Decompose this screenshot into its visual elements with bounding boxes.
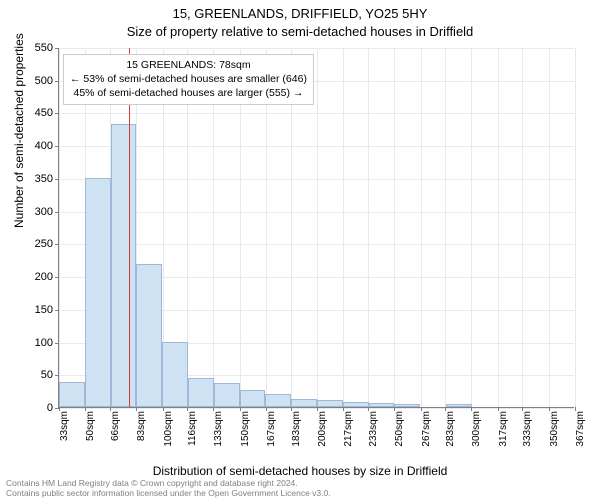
gridline-vertical (368, 48, 369, 407)
gridline-vertical (498, 48, 499, 407)
y-tick-label: 0 (47, 402, 53, 414)
gridline-vertical (394, 48, 395, 407)
histogram-bar (317, 400, 343, 407)
x-tick-label: 267sqm (421, 411, 432, 447)
histogram-bar (446, 404, 472, 407)
histogram-bar (291, 399, 317, 407)
annotation-box: 15 GREENLANDS: 78sqm ← 53% of semi-detac… (63, 54, 314, 105)
x-tick-label: 350sqm (549, 411, 560, 447)
x-tick-label: 317sqm (498, 411, 509, 447)
x-tick-label: 367sqm (575, 411, 586, 447)
y-tick-label: 50 (41, 369, 53, 381)
histogram-bar (162, 342, 188, 407)
y-tick-label: 150 (35, 304, 53, 316)
gridline-vertical (343, 48, 344, 407)
x-tick-label: 183sqm (291, 411, 302, 447)
histogram-bar (214, 383, 240, 407)
x-tick-label: 283sqm (445, 411, 456, 447)
gridline-vertical (317, 48, 318, 407)
x-tick-label: 300sqm (471, 411, 482, 447)
gridline-vertical (549, 48, 550, 407)
x-tick-label: 150sqm (240, 411, 251, 447)
histogram-bar (240, 390, 266, 407)
x-tick-label: 66sqm (110, 411, 121, 441)
histogram-bar (188, 378, 214, 407)
x-tick-label: 100sqm (163, 411, 174, 447)
histogram-bar (85, 178, 111, 407)
histogram-bar (394, 404, 420, 407)
gridline-vertical (575, 48, 576, 407)
x-tick-label: 83sqm (136, 411, 147, 441)
histogram-bar (136, 264, 162, 407)
x-axis-label: Distribution of semi-detached houses by … (0, 464, 600, 478)
footnote-line-2: Contains public sector information licen… (6, 488, 594, 498)
y-tick-label: 400 (35, 140, 53, 152)
y-tick-label: 250 (35, 238, 53, 250)
x-tick-label: 333sqm (522, 411, 533, 447)
x-tick-label: 167sqm (266, 411, 277, 447)
histogram-bar (111, 124, 137, 407)
x-tick-label: 133sqm (213, 411, 224, 447)
x-tick-label: 50sqm (85, 411, 96, 441)
gridline-vertical (421, 48, 422, 407)
x-tick-label: 250sqm (394, 411, 405, 447)
footnote: Contains HM Land Registry data © Crown c… (6, 478, 594, 498)
annotation-line-2: ← 53% of semi-detached houses are smalle… (70, 72, 307, 86)
gridline-vertical (59, 48, 60, 407)
chart-area: 15 GREENLANDS: 78sqm ← 53% of semi-detac… (58, 48, 574, 408)
gridline-vertical (522, 48, 523, 407)
histogram-bar (369, 403, 395, 407)
y-tick-label: 500 (35, 75, 53, 87)
x-tick-label: 200sqm (317, 411, 328, 447)
histogram-bar (59, 382, 85, 407)
histogram-bar (265, 394, 291, 407)
histogram-bar (343, 402, 369, 407)
annotation-line-1: 15 GREENLANDS: 78sqm (70, 58, 307, 72)
x-tick-label: 33sqm (59, 411, 70, 441)
chart-title: 15, GREENLANDS, DRIFFIELD, YO25 5HY (0, 0, 600, 23)
y-axis-label: Number of semi-detached properties (12, 33, 26, 228)
annotation-line-3: 45% of semi-detached houses are larger (… (70, 86, 307, 100)
chart-subtitle: Size of property relative to semi-detach… (0, 23, 600, 39)
page-root: 15, GREENLANDS, DRIFFIELD, YO25 5HY Size… (0, 0, 600, 500)
y-tick-label: 450 (35, 107, 53, 119)
y-tick-label: 300 (35, 206, 53, 218)
y-tick-label: 550 (35, 42, 53, 54)
y-tick-label: 100 (35, 337, 53, 349)
x-tick-label: 217sqm (343, 411, 354, 447)
gridline-vertical (471, 48, 472, 407)
plot-region: 15 GREENLANDS: 78sqm ← 53% of semi-detac… (58, 48, 574, 408)
gridline-vertical (445, 48, 446, 407)
y-tick-label: 200 (35, 271, 53, 283)
x-tick-label: 233sqm (368, 411, 379, 447)
x-tick-label: 116sqm (187, 411, 198, 446)
footnote-line-1: Contains HM Land Registry data © Crown c… (6, 478, 594, 488)
y-tick-label: 350 (35, 173, 53, 185)
